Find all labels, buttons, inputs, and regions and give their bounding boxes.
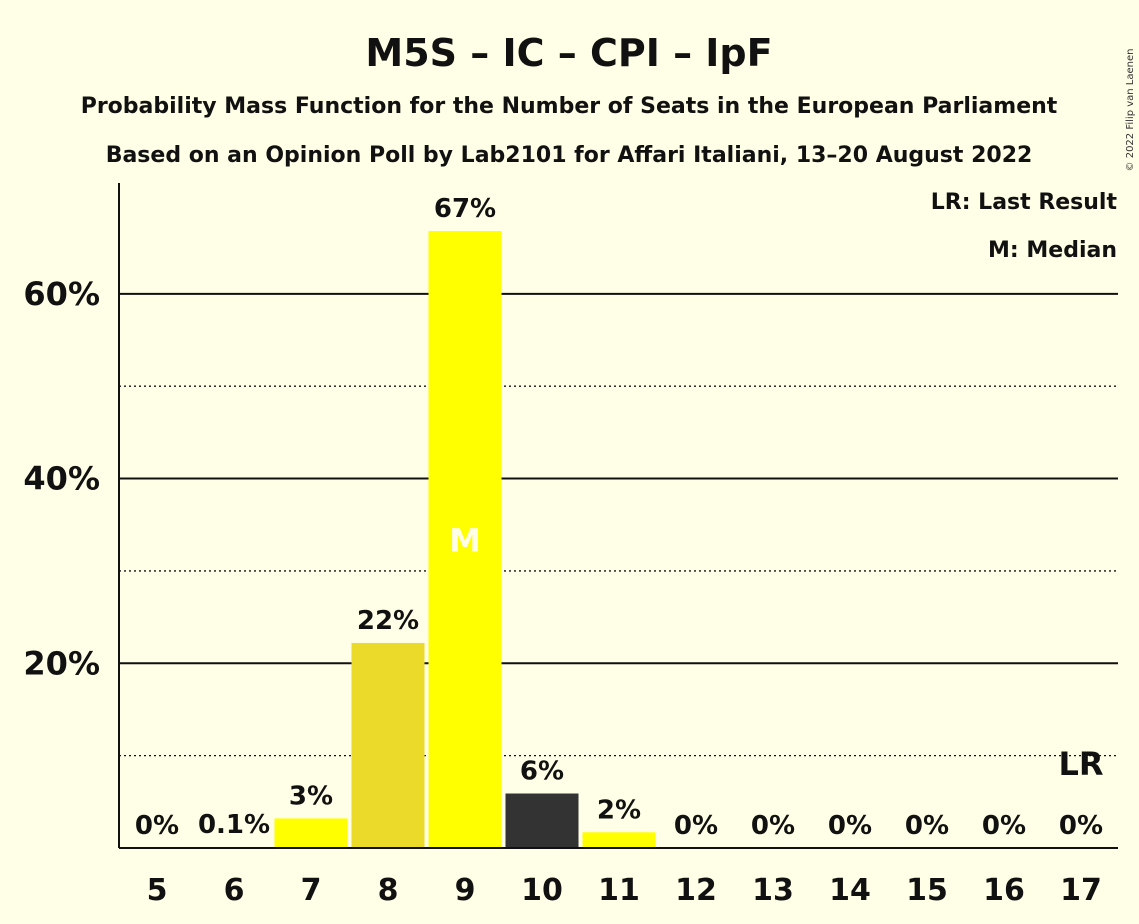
bar-11	[582, 832, 656, 848]
x-tick-label: 13	[752, 873, 794, 908]
data-label-15: 0%	[905, 811, 949, 841]
chart-title: M5S – IC – CPI – IpF	[365, 31, 772, 75]
x-tick-label: 17	[1060, 873, 1102, 908]
y-tick-label: 40%	[23, 460, 100, 498]
data-label-11: 2%	[597, 795, 641, 825]
x-tick-label: 6	[224, 873, 245, 908]
y-tick-label: 60%	[23, 275, 100, 313]
data-label-10: 6%	[520, 757, 564, 787]
x-tick-label: 14	[829, 873, 871, 908]
chart-subtitle: Probability Mass Function for the Number…	[81, 94, 1058, 119]
chart-subtitle-source: Based on an Opinion Poll by Lab2101 for …	[106, 143, 1033, 168]
x-tick-label: 5	[147, 873, 168, 908]
data-labels: 0% 0.1% 3% 22% 67% M 6% 2% 0% 0% 0% 0% 0% 0% LR	[135, 194, 1104, 841]
y-axis: 20% 40% 60%	[23, 183, 120, 848]
data-label-6: 0.1%	[198, 810, 270, 840]
x-tick-label: 11	[598, 873, 640, 908]
bar-7	[274, 818, 348, 848]
last-result-marker: LR	[1058, 745, 1103, 783]
bars	[197, 231, 656, 848]
median-marker: M	[449, 522, 481, 560]
bar-8	[351, 642, 425, 848]
y-tick-label: 20%	[23, 644, 100, 682]
x-tick-label: 12	[675, 873, 717, 908]
bar-9	[428, 231, 502, 848]
data-label-8: 22%	[357, 606, 419, 636]
gridlines	[119, 292, 1118, 757]
data-label-14: 0%	[828, 811, 872, 841]
data-label-13: 0%	[751, 811, 795, 841]
copyright-note: © 2022 Filip van Laenen	[1125, 49, 1136, 172]
data-label-5: 0%	[135, 811, 179, 841]
x-tick-label: 8	[378, 873, 399, 908]
x-tick-label: 16	[983, 873, 1025, 908]
legend-last-result: LR: Last Result	[931, 190, 1118, 215]
x-tick-label: 15	[906, 873, 948, 908]
legend-median: M: Median	[988, 238, 1117, 263]
data-label-7: 3%	[289, 781, 333, 811]
data-label-12: 0%	[674, 811, 718, 841]
data-label-16: 0%	[982, 811, 1026, 841]
bar-10	[505, 793, 579, 848]
x-tick-label: 7	[301, 873, 322, 908]
x-tick-label: 9	[455, 873, 476, 908]
data-label-9: 67%	[434, 194, 496, 224]
x-tick-label: 10	[521, 873, 563, 908]
data-label-17: 0%	[1059, 811, 1103, 841]
x-axis: 5 6 7 8 9 10 11 12 13 14 15 16 17	[119, 847, 1118, 908]
